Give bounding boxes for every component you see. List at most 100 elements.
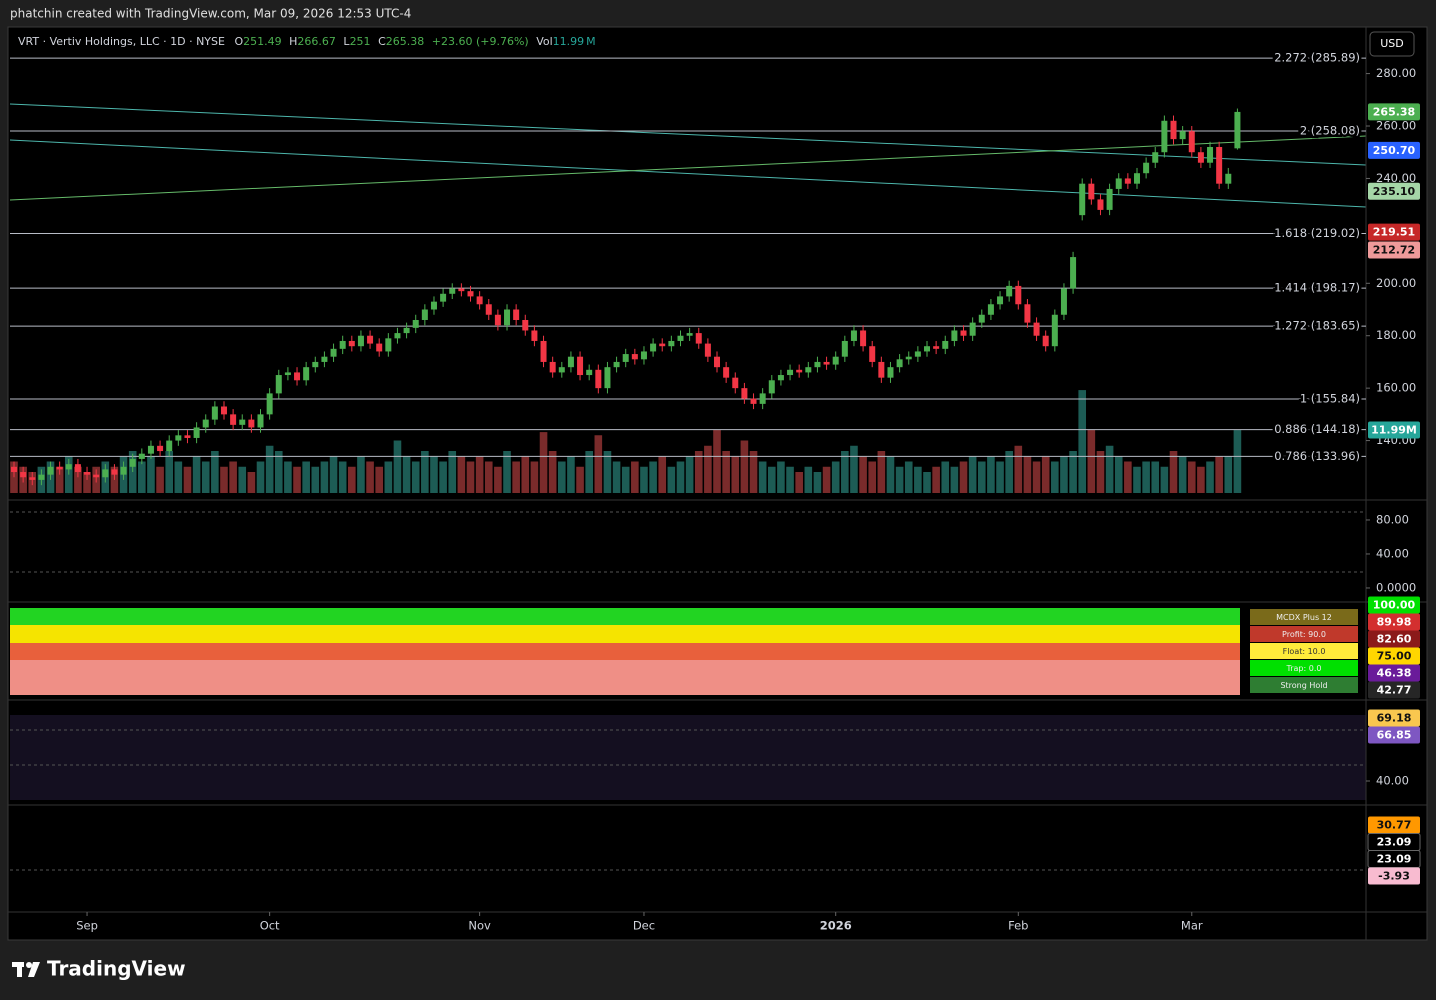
candle-body (595, 369, 602, 389)
candle-body (84, 472, 91, 475)
volume-bar (1051, 461, 1059, 493)
volume-bar (192, 456, 201, 493)
fib-label: 1.414 (198.17) (1274, 281, 1360, 295)
y-tick-label: 260.00 (1376, 119, 1416, 133)
price-tag-label: 89.98 (1377, 616, 1412, 629)
y-tick-label: 180.00 (1376, 328, 1416, 342)
footer-logo (12, 962, 40, 977)
candle-body (1042, 335, 1049, 347)
volume-bar (1151, 461, 1160, 493)
candle-body (449, 288, 456, 294)
volume-bar (822, 466, 831, 493)
candle-body (704, 343, 711, 357)
volume-bar (676, 461, 685, 493)
volume-bar (55, 466, 64, 493)
volume-bar (521, 456, 530, 493)
candle-body (1225, 173, 1232, 184)
candle-body (1088, 183, 1095, 200)
volume-bar (1087, 430, 1096, 493)
volume-bar (366, 461, 374, 493)
candle-body (157, 445, 164, 452)
footer-brand: TradingView (47, 957, 186, 981)
candle-body (248, 419, 255, 428)
candle-body (330, 348, 337, 357)
candle-body (284, 372, 291, 376)
volume-bar (284, 461, 292, 493)
candle-body (303, 367, 310, 381)
candle-body (65, 464, 72, 470)
candle-body (211, 406, 218, 420)
candle-body (239, 419, 246, 425)
fib-label: 2 (258.08) (1300, 124, 1360, 138)
volume-bar (631, 461, 639, 493)
candle-body (896, 359, 903, 368)
volume-bar (576, 466, 584, 493)
y-tick-label: 0.0000 (1376, 580, 1416, 594)
indicator-legend-label: Profit: 90.0 (1282, 630, 1326, 639)
candle-body (869, 346, 876, 362)
volume-bar (950, 466, 959, 493)
volume-bar (539, 432, 548, 493)
indicator-legend-box (1250, 677, 1358, 693)
y-tick-label: 200.00 (1376, 276, 1416, 290)
candle-body (951, 330, 958, 341)
volume-bar (740, 440, 749, 493)
candle-body (522, 319, 529, 331)
candle-body (1015, 285, 1022, 305)
volume-bar (1124, 461, 1132, 493)
price-tag (1368, 182, 1420, 200)
legend-change: +23.60 (+9.76%) (432, 35, 529, 48)
volume-bar (786, 466, 794, 493)
candle-body (357, 335, 364, 347)
volume-bar (494, 466, 502, 493)
volume-bar (567, 456, 575, 493)
volume-bar (484, 461, 493, 493)
volume-bar (1142, 461, 1150, 493)
price-tag-label: 66.85 (1377, 728, 1412, 741)
volume-bar (1069, 451, 1077, 493)
candle-body (430, 301, 437, 310)
volume-bar (530, 461, 539, 493)
legend-open: 251.49 (243, 35, 282, 48)
candle-body (960, 330, 967, 336)
volume-bar (1206, 461, 1214, 493)
candle-body (111, 469, 118, 475)
candle-body (640, 351, 647, 360)
volume-bar (247, 472, 256, 493)
volume-bar (220, 466, 228, 493)
candle-body (494, 314, 501, 326)
candle-body (805, 367, 812, 373)
volume-bar (1187, 461, 1196, 493)
candle-body (823, 361, 830, 365)
volume-bar (238, 466, 247, 493)
volume-bar (1078, 390, 1087, 493)
candle-body (741, 388, 748, 399)
candle-body (257, 414, 264, 428)
volume-bar (758, 461, 767, 493)
candle-body (1006, 285, 1013, 297)
fib-label: 0.886 (144.18) (1274, 422, 1360, 436)
volume-bar (859, 456, 867, 493)
volume-bar (375, 466, 383, 493)
candle-body (1207, 146, 1214, 163)
price-tag (1368, 726, 1420, 744)
volume-bar (402, 456, 411, 493)
volume-bar (585, 451, 593, 493)
candle-body (787, 369, 794, 376)
volume-bar (421, 451, 429, 493)
price-tag-label: 30.77 (1377, 818, 1412, 831)
indicator-legend-box (1250, 643, 1358, 659)
price-tag-label: 23.09 (1377, 835, 1412, 848)
volume-bar (439, 461, 447, 493)
volume-bar (430, 456, 438, 493)
candle-body (1152, 152, 1159, 163)
price-tag (1368, 596, 1420, 614)
price-tag-label: 265.38 (1373, 105, 1415, 118)
volume-bar (183, 466, 192, 493)
candle-body (147, 445, 154, 454)
candle-body (567, 356, 574, 368)
currency-button[interactable] (1369, 31, 1415, 57)
volume-bar (603, 451, 612, 493)
volume-bar (640, 466, 648, 493)
candle-body (905, 356, 912, 360)
